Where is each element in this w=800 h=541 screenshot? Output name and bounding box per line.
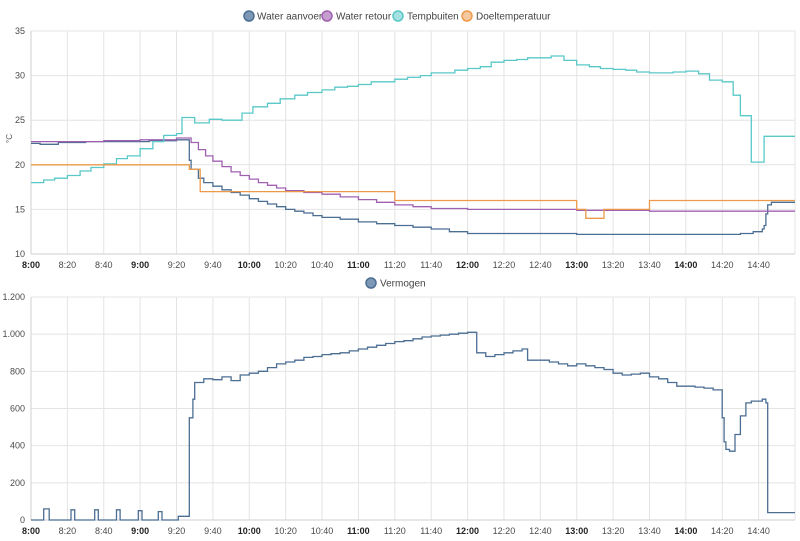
y-tick-label: 30 — [15, 71, 25, 81]
x-tick-label: 12:40 — [529, 260, 552, 270]
temperature-grid — [30, 30, 796, 255]
x-tick-label: 9:40 — [204, 526, 222, 536]
x-tick-label: 14:40 — [747, 526, 770, 536]
y-tick-label: 20 — [15, 160, 25, 170]
x-tick-label: 12:40 — [529, 526, 552, 536]
y-tick-label: 15 — [15, 204, 25, 214]
x-tick-label: 9:20 — [168, 526, 186, 536]
legend-item-water-retour[interactable]: Water retour — [321, 10, 392, 23]
x-tick-label: 12:20 — [493, 260, 516, 270]
series-line-vermogen — [31, 331, 795, 521]
power-y-axis: 0 200 400 600 800 1.000 1.200 — [2, 292, 25, 525]
x-tick-label: 13:20 — [602, 260, 625, 270]
x-tick-label: 9:00 — [131, 526, 149, 536]
x-tick-label: 11:40 — [420, 526, 442, 536]
x-tick-label: 11:40 — [420, 260, 442, 270]
legend-marker — [461, 10, 473, 22]
legend-label: Vermogen — [380, 279, 426, 290]
legend-marker — [243, 10, 255, 22]
power-x-axis: 8:00 8:20 8:40 9:00 9:20 9:40 10:00 10:20 10:40 1… — [22, 526, 770, 536]
series-line-water-aanvoer — [31, 139, 795, 236]
legend-bottom: Vermogen — [365, 277, 426, 290]
x-tick-label: 14:00 — [674, 260, 697, 270]
x-tick-label: 12:00 — [456, 526, 479, 536]
y-tick-label: 10 — [15, 249, 25, 259]
y-tick-label: 1.200 — [2, 292, 25, 302]
x-tick-label: 8:40 — [95, 260, 113, 270]
x-tick-label: 10:00 — [238, 526, 261, 536]
x-tick-label: 8:00 — [22, 260, 40, 270]
x-tick-label: 11:00 — [347, 526, 370, 536]
legend-top: Water aanvoer Water retour Tempbuiten Do… — [243, 10, 551, 23]
x-tick-label: 10:40 — [311, 526, 334, 536]
legend-marker — [365, 277, 377, 289]
x-tick-label: 12:00 — [456, 260, 479, 270]
x-tick-label: 13:20 — [602, 526, 625, 536]
x-tick-label: 9:00 — [131, 260, 149, 270]
y-tick-label: 400 — [10, 441, 25, 451]
x-tick-label: 10:40 — [311, 260, 334, 270]
series-line-water-retour — [31, 137, 795, 212]
legend-item-vermogen[interactable]: Vermogen — [365, 277, 426, 290]
legend-item-water-aanvoer[interactable]: Water aanvoer — [243, 10, 323, 23]
x-tick-label: 14:00 — [674, 526, 697, 536]
x-tick-label: 8:20 — [59, 260, 77, 270]
x-tick-label: 12:20 — [493, 526, 516, 536]
x-tick-label: 10:00 — [238, 260, 261, 270]
x-tick-label: 8:00 — [22, 526, 40, 536]
legend-label: Water retour — [336, 12, 392, 23]
x-tick-label: 9:20 — [168, 260, 186, 270]
x-tick-label: 14:20 — [711, 260, 734, 270]
legend-label: Water aanvoer — [257, 12, 323, 23]
x-tick-label: 11:00 — [347, 260, 370, 270]
series-line-tempbuiten — [31, 55, 795, 184]
temperature-y-axis: 10 15 20 25 30 35 — [15, 26, 25, 259]
x-tick-label: 13:00 — [565, 526, 588, 536]
x-tick-label: 13:40 — [638, 260, 661, 270]
y-tick-label: 35 — [15, 26, 25, 36]
x-tick-label: 11:20 — [384, 526, 406, 536]
legend-item-tempbuiten[interactable]: Tempbuiten — [392, 10, 459, 23]
temperature-unit-label: °C — [5, 134, 14, 143]
x-tick-label: 8:20 — [59, 526, 77, 536]
x-tick-label: 9:40 — [204, 260, 222, 270]
legend-marker — [392, 10, 404, 22]
x-tick-label: 13:00 — [565, 260, 588, 270]
x-tick-label: 8:40 — [95, 526, 113, 536]
x-tick-label: 10:20 — [274, 526, 297, 536]
legend-label: Tempbuiten — [407, 12, 459, 23]
x-tick-label: 14:20 — [711, 526, 734, 536]
legend-item-doeltemperatuur[interactable]: Doeltemperatuur — [461, 10, 551, 23]
y-tick-label: 800 — [10, 366, 25, 376]
temperature-series — [31, 55, 795, 236]
y-tick-label: 1.000 — [2, 329, 25, 339]
y-tick-label: 600 — [10, 404, 25, 414]
y-tick-label: 200 — [10, 478, 25, 488]
x-tick-label: 11:20 — [384, 260, 406, 270]
power-series — [31, 331, 795, 521]
legend-label: Doeltemperatuur — [476, 12, 551, 23]
power-grid — [30, 296, 796, 521]
y-tick-label: 25 — [15, 115, 25, 125]
temperature-x-axis: 8:00 8:20 8:40 9:00 9:20 9:40 10:00 10:20 10:40 1… — [22, 260, 770, 270]
x-tick-label: 14:40 — [747, 260, 770, 270]
series-line-doeltemperatuur — [31, 164, 795, 219]
x-tick-label: 10:20 — [274, 260, 297, 270]
x-tick-label: 13:40 — [638, 526, 661, 536]
legend-marker — [321, 10, 333, 22]
y-tick-label: 0 — [20, 515, 25, 525]
